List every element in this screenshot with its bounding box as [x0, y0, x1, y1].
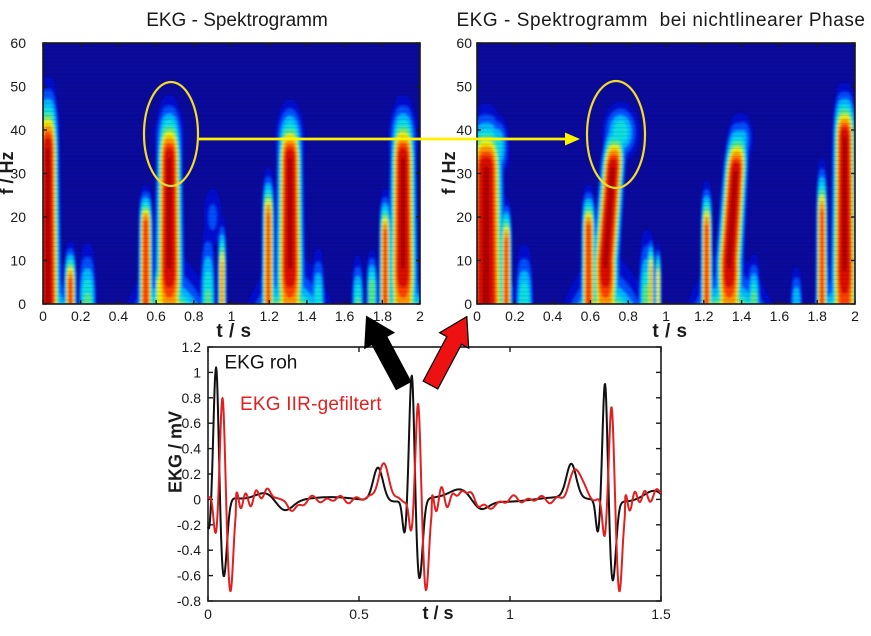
svg-text:30: 30 [456, 166, 472, 182]
svg-text:1: 1 [662, 308, 670, 324]
svg-text:0.4: 0.4 [109, 308, 129, 324]
svg-text:EKG - Spektrogramm: EKG - Spektrogramm [146, 10, 328, 31]
svg-text:0.6: 0.6 [182, 415, 202, 431]
svg-text:EKG IIR-gefiltert: EKG IIR-gefiltert [240, 394, 382, 415]
svg-text:0: 0 [464, 296, 472, 312]
svg-text:f / Hz: f / Hz [0, 152, 17, 195]
svg-text:1.2: 1.2 [259, 308, 279, 324]
svg-text:0.5: 0.5 [349, 606, 369, 622]
svg-text:0.2: 0.2 [71, 308, 91, 324]
svg-text:0.4: 0.4 [182, 441, 202, 457]
svg-text:EKG / mV: EKG / mV [165, 411, 185, 493]
svg-text:20: 20 [10, 209, 26, 225]
svg-text:EKG roh: EKG roh [225, 353, 298, 374]
svg-text:0.8: 0.8 [618, 308, 638, 324]
svg-text:30: 30 [10, 166, 26, 182]
svg-text:1.5: 1.5 [651, 606, 671, 622]
svg-text:EKG - Spektrogramm bei nichtl: EKG - Spektrogramm bei nichtlinearer Pha… [456, 10, 865, 31]
svg-text:t / s: t / s [652, 321, 687, 342]
svg-text:40: 40 [456, 122, 472, 138]
svg-text:20: 20 [456, 209, 472, 225]
svg-text:-0.6: -0.6 [177, 568, 201, 584]
svg-text:-0.8: -0.8 [177, 593, 201, 609]
svg-text:1.2: 1.2 [694, 308, 714, 324]
svg-text:t / s: t / s [422, 603, 453, 623]
svg-text:60: 60 [456, 35, 472, 51]
svg-text:1: 1 [193, 364, 201, 380]
svg-text:t / s: t / s [216, 321, 251, 342]
svg-text:1.2: 1.2 [182, 339, 202, 355]
svg-text:50: 50 [10, 79, 26, 95]
svg-text:1.4: 1.4 [732, 308, 752, 324]
svg-text:0.2: 0.2 [505, 308, 525, 324]
svg-text:2: 2 [851, 308, 859, 324]
svg-text:-0.2: -0.2 [177, 517, 201, 533]
svg-text:1: 1 [506, 606, 514, 622]
svg-text:1.8: 1.8 [373, 308, 393, 324]
svg-text:0: 0 [39, 308, 47, 324]
svg-text:40: 40 [10, 122, 26, 138]
svg-text:0.8: 0.8 [182, 390, 202, 406]
svg-text:60: 60 [10, 35, 26, 51]
svg-text:-0.4: -0.4 [177, 542, 201, 558]
svg-text:f / Hz: f / Hz [439, 152, 459, 195]
svg-text:0: 0 [473, 308, 481, 324]
svg-text:1.6: 1.6 [335, 308, 355, 324]
svg-text:0.8: 0.8 [184, 308, 204, 324]
svg-text:0: 0 [18, 296, 26, 312]
svg-text:0.4: 0.4 [543, 308, 563, 324]
svg-text:1.6: 1.6 [770, 308, 790, 324]
svg-text:0: 0 [204, 606, 212, 622]
svg-text:1: 1 [228, 308, 236, 324]
svg-text:1.4: 1.4 [297, 308, 317, 324]
svg-text:1.8: 1.8 [807, 308, 827, 324]
svg-text:0: 0 [193, 491, 201, 507]
svg-text:2: 2 [416, 308, 424, 324]
svg-text:50: 50 [456, 79, 472, 95]
svg-text:10: 10 [456, 253, 472, 269]
svg-text:10: 10 [10, 253, 26, 269]
svg-text:0.6: 0.6 [146, 308, 166, 324]
svg-text:0.2: 0.2 [182, 466, 202, 482]
svg-text:0.6: 0.6 [581, 308, 601, 324]
